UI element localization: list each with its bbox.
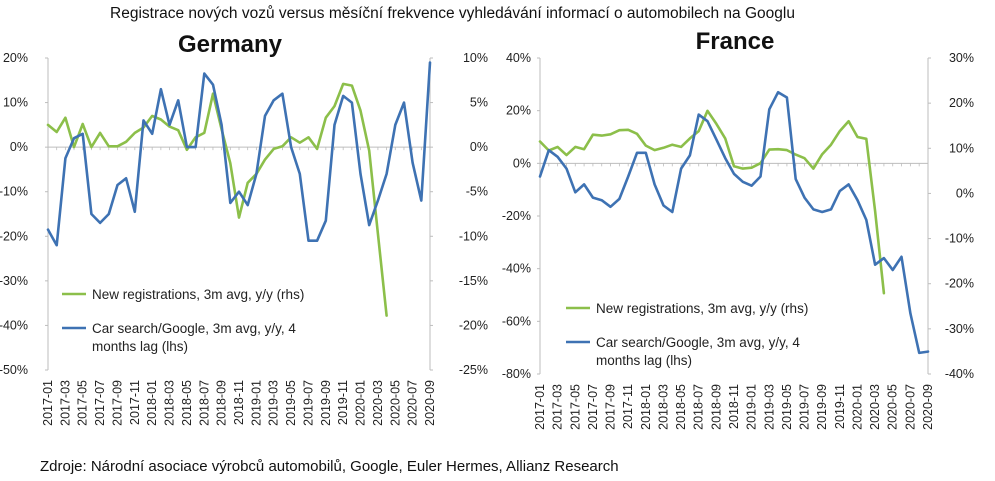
germany-chart: Germany 20% 10% 0% -10% -20% -30% -40% -50% 10% 5%… (0, 31, 488, 426)
x-tick-label: 2019-11 (336, 380, 350, 425)
x-tick-label: 2019-05 (284, 380, 298, 426)
left-y-tick-label: 0% (513, 156, 531, 170)
right-y-tick-label: -30% (945, 322, 974, 336)
x-tick-label: 2017-05 (76, 380, 90, 426)
x-tick-label: 2018-11 (232, 380, 246, 425)
x-tick-label: 2019-07 (798, 384, 812, 430)
right-y-tick-label: 10% (463, 51, 488, 65)
x-tick-label: 2020-01 (850, 384, 864, 430)
left-y-tick-label: 10% (3, 96, 28, 110)
right-y-tick-label: 10% (949, 141, 974, 155)
x-tick-label: 2018-01 (145, 380, 159, 426)
right-y-tick-label: 0% (470, 140, 488, 154)
right-y-tick-label: -25% (459, 363, 488, 377)
x-tick-label: 2018-09 (709, 384, 723, 430)
series-line-new-registrations (538, 109, 886, 295)
right-y-tick-label: -10% (459, 229, 488, 243)
x-tick-label: 2017-01 (533, 384, 547, 430)
left-y-tick-label: -40% (502, 262, 531, 276)
left-y-tick-label: -10% (0, 185, 28, 199)
x-tick-label: 2018-11 (727, 384, 741, 429)
x-tick-label: 2019-09 (319, 380, 333, 426)
x-tick-label: 2020-01 (354, 380, 368, 426)
left-y-tick-label: 20% (3, 51, 28, 65)
right-y-tick-label: -5% (466, 185, 488, 199)
left-y-tick-label: -40% (0, 318, 28, 332)
legend-label-new-registrations: New registrations, 3m avg, y/y (rhs) (596, 301, 808, 316)
left-y-tick-label: -20% (502, 209, 531, 223)
right-y-tick-label: 0% (956, 186, 974, 200)
left-y-tick-label: 0% (10, 140, 28, 154)
x-tick-label: 2019-11 (833, 384, 847, 429)
right-y-tick-label: -40% (945, 367, 974, 381)
x-tick-label: 2017-05 (568, 384, 582, 430)
legend-label-new-registrations: New registrations, 3m avg, y/y (rhs) (92, 287, 304, 302)
x-tick-label: 2020-05 (388, 380, 402, 426)
left-y-tick-label: -30% (0, 274, 28, 288)
x-tick-label: 2020-05 (886, 384, 900, 430)
x-tick-label: 2020-07 (406, 380, 420, 426)
x-tick-label: 2019-01 (249, 380, 263, 426)
left-y-tick-label: -20% (0, 229, 28, 243)
x-tick-label: 2019-07 (301, 380, 315, 426)
x-tick-label: 2020-07 (903, 384, 917, 430)
left-y-tick-label: 20% (506, 104, 531, 118)
x-tick-label: 2020-09 (423, 380, 437, 426)
x-tick-label: 2017-03 (551, 384, 565, 430)
x-tick-label: 2017-01 (41, 380, 55, 426)
x-tick-label: 2017-11 (128, 380, 142, 425)
series-line-car-search (538, 90, 930, 355)
x-tick-label: 2017-07 (586, 384, 600, 430)
right-y-tick-label: -20% (459, 318, 488, 332)
series-line-new-registrations (46, 82, 388, 317)
x-tick-label: 2018-03 (656, 384, 670, 430)
left-y-tick-label: -50% (0, 363, 28, 377)
x-tick-label: 2020-09 (921, 384, 935, 430)
right-y-tick-label: -20% (945, 277, 974, 291)
left-y-tick-label: 40% (506, 51, 531, 65)
legend-label-car-search: Car search/Google, 3m avg, y/y, 4 months … (92, 321, 296, 354)
x-tick-label: 2017-07 (93, 380, 107, 426)
x-tick-label: 2017-03 (58, 380, 72, 426)
x-tick-label: 2018-05 (180, 380, 194, 426)
right-y-tick-label: -15% (459, 274, 488, 288)
x-tick-label: 2018-03 (163, 380, 177, 426)
x-tick-label: 2017-11 (621, 384, 635, 429)
chart-title: France (696, 28, 775, 55)
x-tick-label: 2020-03 (868, 384, 882, 430)
x-tick-label: 2018-09 (215, 380, 229, 426)
x-tick-label: 2019-01 (745, 384, 759, 430)
left-y-tick-label: -80% (502, 367, 531, 381)
x-tick-label: 2017-09 (604, 384, 618, 430)
source-note: Zdroje: Národní asociace výrobců automob… (40, 458, 619, 475)
legend: New registrations, 3m avg, y/y (rhs) Car … (566, 301, 808, 368)
x-tick-label: 2019-09 (815, 384, 829, 430)
x-tick-label: 2018-07 (692, 384, 706, 430)
x-tick-label: 2020-03 (371, 380, 385, 426)
x-tick-label: 2017-09 (110, 380, 124, 426)
left-y-tick-label: -60% (502, 314, 531, 328)
right-y-tick-label: -10% (945, 232, 974, 246)
france-chart: France 40% 20% 0% -20% -40% -60% -80% 30% 20% 10% 0… (502, 28, 974, 430)
right-y-tick-label: 30% (949, 51, 974, 65)
chart-title: Germany (178, 31, 283, 58)
x-tick-label: 2019-03 (267, 380, 281, 426)
legend-label-car-search: Car search/Google, 3m avg, y/y, 4 months … (596, 335, 800, 368)
right-y-tick-label: 20% (949, 96, 974, 110)
x-tick-label: 2018-01 (639, 384, 653, 430)
right-y-tick-label: 5% (470, 96, 488, 110)
legend: New registrations, 3m avg, y/y (rhs) Car … (62, 287, 304, 354)
x-tick-label: 2019-03 (762, 384, 776, 430)
series-line-car-search (46, 61, 432, 247)
x-tick-label: 2018-05 (674, 384, 688, 430)
x-tick-label: 2018-07 (197, 380, 211, 426)
main-title: Registrace nových vozů versus měsíční fr… (110, 5, 795, 22)
x-tick-label: 2019-05 (780, 384, 794, 430)
